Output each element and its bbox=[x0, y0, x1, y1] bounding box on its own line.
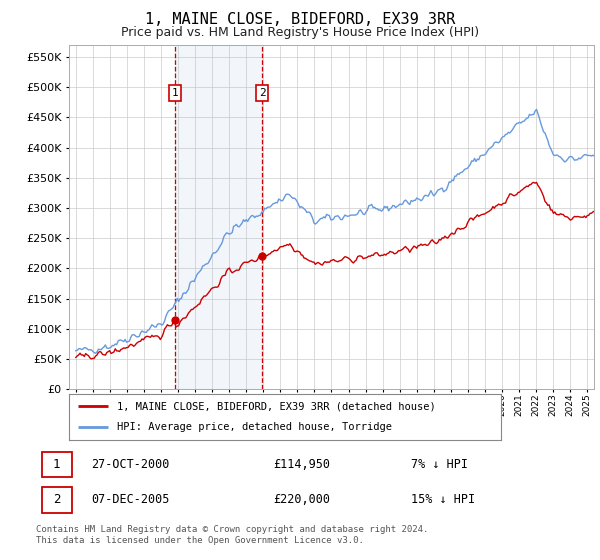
Text: 1, MAINE CLOSE, BIDEFORD, EX39 3RR (detached house): 1, MAINE CLOSE, BIDEFORD, EX39 3RR (deta… bbox=[116, 401, 435, 411]
Text: 27-OCT-2000: 27-OCT-2000 bbox=[91, 458, 170, 471]
Text: 2: 2 bbox=[259, 88, 265, 98]
Text: 07-DEC-2005: 07-DEC-2005 bbox=[91, 493, 170, 506]
Text: HPI: Average price, detached house, Torridge: HPI: Average price, detached house, Torr… bbox=[116, 422, 392, 432]
Text: 1: 1 bbox=[53, 458, 61, 471]
Text: 15% ↓ HPI: 15% ↓ HPI bbox=[412, 493, 475, 506]
Text: Price paid vs. HM Land Registry's House Price Index (HPI): Price paid vs. HM Land Registry's House … bbox=[121, 26, 479, 39]
Text: £220,000: £220,000 bbox=[274, 493, 331, 506]
Text: 7% ↓ HPI: 7% ↓ HPI bbox=[412, 458, 469, 471]
Bar bbox=[175, 45, 262, 389]
Text: Contains HM Land Registry data © Crown copyright and database right 2024.
This d: Contains HM Land Registry data © Crown c… bbox=[36, 525, 428, 545]
Text: 1, MAINE CLOSE, BIDEFORD, EX39 3RR: 1, MAINE CLOSE, BIDEFORD, EX39 3RR bbox=[145, 12, 455, 27]
Text: £114,950: £114,950 bbox=[274, 458, 331, 471]
Text: 1: 1 bbox=[172, 88, 178, 98]
FancyBboxPatch shape bbox=[41, 487, 72, 512]
Text: 2: 2 bbox=[53, 493, 61, 506]
FancyBboxPatch shape bbox=[41, 452, 72, 477]
